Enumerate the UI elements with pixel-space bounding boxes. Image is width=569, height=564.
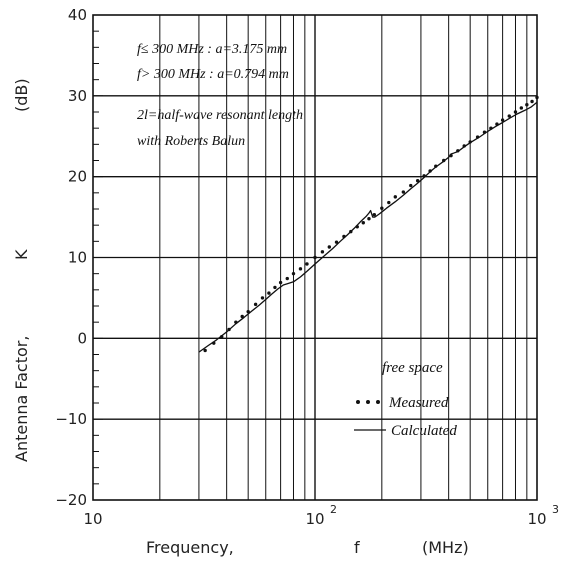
series-measured-point	[267, 291, 271, 295]
series-measured-point	[313, 255, 317, 260]
y-axis-label-name: Antenna Factor,	[12, 336, 31, 462]
y-tick-label: 30	[68, 87, 87, 105]
series-measured-point	[305, 262, 309, 266]
legend: free space Measured Calculated	[354, 360, 457, 439]
series-measured-point	[367, 217, 371, 221]
axes	[92, 14, 538, 501]
y-axis-label: Antenna Factor, K (dB)	[12, 78, 31, 462]
annotation-line-1: f≤ 300 MHz : a=3.175 mm	[137, 42, 287, 57]
series-measured-point	[500, 118, 505, 122]
series-measured-point	[409, 183, 413, 188]
series-measured-point	[203, 348, 207, 353]
legend-label-measured: Measured	[388, 395, 449, 411]
series-measured-point	[361, 221, 365, 225]
y-tick-label: −10	[55, 410, 87, 428]
y-tick-label: 40	[68, 6, 87, 24]
series-measured-point	[535, 95, 539, 100]
x-tick-labels: 10 10 2 10 3	[83, 503, 559, 528]
series-measured-point	[327, 245, 332, 249]
series-calculated-line	[198, 101, 538, 353]
annotation-line-3: 2l=half-wave resonant length	[137, 108, 303, 123]
y-tick-label: −20	[55, 491, 87, 509]
series-measured-point	[401, 190, 406, 194]
x-axis-label-symbol: f	[354, 538, 360, 557]
series-measured-point	[285, 276, 289, 281]
series-layer	[198, 95, 539, 353]
x-axis-label: Frequency, f (MHz)	[146, 538, 469, 557]
series-measured-point	[507, 114, 511, 118]
series-measured-point	[380, 206, 384, 210]
series-measured-point	[372, 212, 377, 217]
x-tick-label: 10	[83, 510, 102, 528]
legend-title: free space	[382, 360, 443, 376]
y-tick-label: 10	[68, 249, 87, 267]
plot-frame	[92, 14, 538, 501]
legend-measured-marker	[356, 400, 380, 404]
x-axis-label-unit: (MHz)	[422, 538, 469, 557]
x-tick-exponent: 3	[552, 503, 559, 516]
series-measured-point	[519, 106, 524, 110]
grid	[93, 15, 537, 500]
series-measured-point	[525, 103, 529, 107]
series-measured-point	[320, 250, 325, 254]
x-tick-label: 10	[527, 510, 546, 528]
y-tick-label: 0	[77, 329, 87, 347]
series-measured-point	[334, 240, 339, 244]
y-axis-label-unit: (dB)	[12, 78, 31, 112]
y-axis-label-symbol: K	[12, 249, 31, 260]
y-tick-labels: −20 −10 0 10 20 30 40	[55, 6, 87, 509]
series-measured-point	[530, 99, 534, 104]
x-axis-label-name: Frequency,	[146, 538, 234, 557]
y-tick-label: 20	[68, 168, 87, 186]
series-measured-point	[513, 110, 518, 114]
annotation-line-4: with Roberts Balun	[137, 134, 245, 149]
series-measured-point	[278, 280, 283, 285]
annotation-line-2: f> 300 MHz : a=0.794 mm	[137, 67, 289, 82]
series-measured-point	[253, 302, 258, 307]
x-tick-exponent: 2	[330, 503, 337, 516]
series-measured-point	[291, 271, 296, 276]
series-measured-point	[387, 200, 391, 205]
series-measured-point	[240, 314, 244, 319]
series-measured-point	[298, 267, 303, 271]
x-tick-label: 10	[305, 510, 324, 528]
legend-label-calculated: Calculated	[391, 423, 457, 439]
series-measured-point	[260, 296, 265, 300]
series-measured-point	[273, 285, 277, 290]
series-measured-point	[393, 195, 398, 199]
